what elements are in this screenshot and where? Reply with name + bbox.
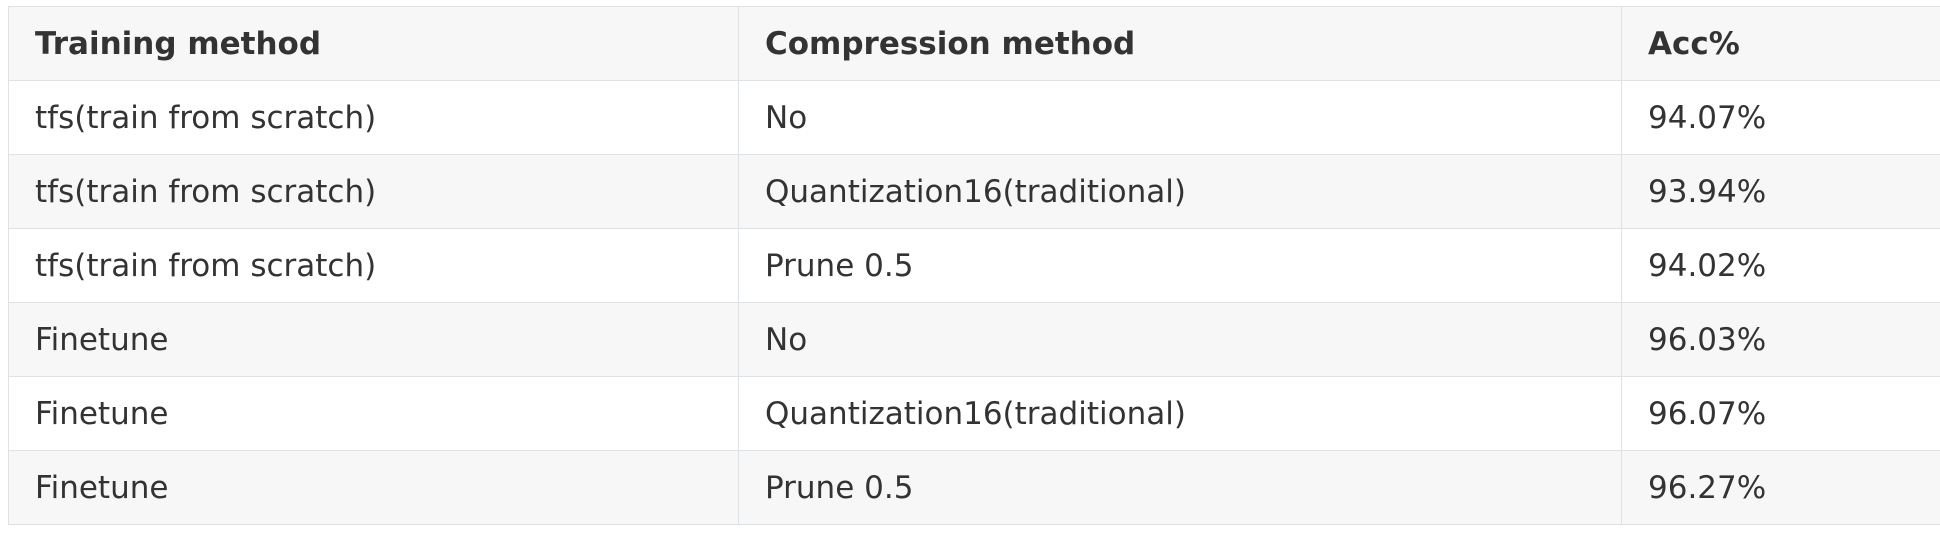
table-row: tfs(train from scratch) No 94.07% xyxy=(8,80,1940,155)
table-row: tfs(train from scratch) Quantization16(t… xyxy=(8,154,1940,229)
cell-compression-method: Prune 0.5 xyxy=(738,450,1622,525)
cell-compression-method: No xyxy=(738,302,1622,377)
cell-accuracy: 93.94% xyxy=(1621,154,1940,229)
table-row: Finetune Quantization16(traditional) 96.… xyxy=(8,376,1940,451)
cell-accuracy: 96.03% xyxy=(1621,302,1940,377)
cell-training-method: Finetune xyxy=(8,376,739,451)
cell-accuracy: 96.07% xyxy=(1621,376,1940,451)
table-row: Finetune Prune 0.5 96.27% xyxy=(8,450,1940,525)
table-header-row: Training method Compression method Acc% xyxy=(8,6,1940,81)
cell-training-method: tfs(train from scratch) xyxy=(8,80,739,155)
results-table: Training method Compression method Acc% … xyxy=(8,6,1940,525)
cell-training-method: Finetune xyxy=(8,302,739,377)
table-row: tfs(train from scratch) Prune 0.5 94.02% xyxy=(8,228,1940,303)
header-compression-method: Compression method xyxy=(738,6,1622,81)
cell-training-method: tfs(train from scratch) xyxy=(8,228,739,303)
cell-compression-method: Prune 0.5 xyxy=(738,228,1622,303)
header-training-method: Training method xyxy=(8,6,739,81)
cell-compression-method: No xyxy=(738,80,1622,155)
cell-accuracy: 94.02% xyxy=(1621,228,1940,303)
table-row: Finetune No 96.03% xyxy=(8,302,1940,377)
cell-accuracy: 94.07% xyxy=(1621,80,1940,155)
cell-compression-method: Quantization16(traditional) xyxy=(738,154,1622,229)
cell-accuracy: 96.27% xyxy=(1621,450,1940,525)
cell-training-method: tfs(train from scratch) xyxy=(8,154,739,229)
cell-compression-method: Quantization16(traditional) xyxy=(738,376,1622,451)
cell-training-method: Finetune xyxy=(8,450,739,525)
results-table-container: Training method Compression method Acc% … xyxy=(8,6,1940,525)
header-accuracy: Acc% xyxy=(1621,6,1940,81)
